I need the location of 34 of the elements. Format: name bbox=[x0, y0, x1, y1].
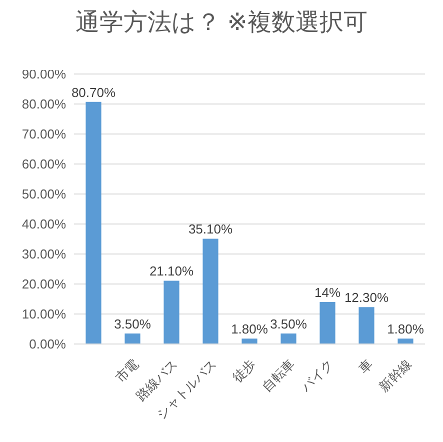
data-label: 1.80% bbox=[387, 322, 424, 337]
bar bbox=[398, 338, 414, 344]
bar bbox=[280, 334, 296, 344]
y-tick-label: 40.00% bbox=[22, 216, 66, 232]
data-label: 12.30% bbox=[344, 290, 389, 306]
x-tick-label: 車 bbox=[356, 356, 376, 376]
data-label: 80.70% bbox=[71, 84, 116, 100]
bar bbox=[242, 338, 258, 344]
data-label: 3.50% bbox=[114, 316, 152, 332]
x-tick-label: 徒歩 bbox=[229, 356, 258, 386]
data-label: 3.50% bbox=[270, 316, 308, 332]
y-tick-label: 50.00% bbox=[22, 186, 66, 202]
y-tick-label: 10.00% bbox=[22, 306, 66, 322]
x-tick-label: 市電 bbox=[112, 356, 142, 386]
y-tick-label: 0.00% bbox=[29, 336, 66, 352]
data-label: 21.10% bbox=[149, 264, 194, 279]
bar bbox=[124, 334, 140, 344]
data-label: 35.10% bbox=[188, 222, 233, 237]
bar bbox=[164, 280, 180, 344]
chart-title: 通学方法は？ ※複数選択可 bbox=[76, 9, 368, 36]
y-tick-label: 20.00% bbox=[22, 276, 66, 292]
data-label: 1.80% bbox=[231, 322, 268, 337]
x-tick-label: バイク bbox=[298, 356, 336, 396]
bar bbox=[86, 102, 102, 344]
x-tick-label: 新幹線 bbox=[376, 356, 414, 394]
y-tick-label: 70.00% bbox=[22, 126, 66, 142]
bar bbox=[202, 238, 218, 344]
y-tick-label: 80.00% bbox=[22, 96, 66, 112]
bar bbox=[358, 307, 374, 344]
y-tick-label: 60.00% bbox=[22, 156, 66, 172]
data-label: 14% bbox=[314, 285, 341, 300]
bar bbox=[320, 302, 336, 344]
y-tick-label: 30.00% bbox=[22, 246, 66, 262]
x-tick-label: 自転車 bbox=[259, 356, 298, 394]
